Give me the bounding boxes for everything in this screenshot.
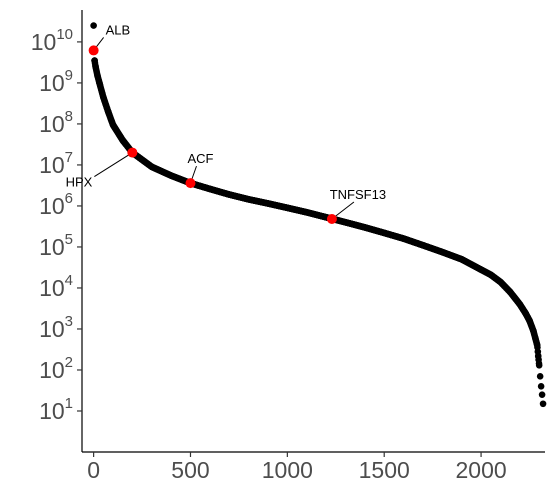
- highlight-point-tnfsf13: [326, 214, 337, 225]
- highlight-layer: ALB HPX ACF TNFSF13: [66, 22, 386, 225]
- data-point: [90, 22, 97, 29]
- highlight-point-alb: [88, 45, 99, 56]
- y-tick-label: 106: [39, 190, 73, 219]
- highlight-point-acf: [185, 178, 196, 189]
- highlight-point-hpx: [127, 147, 138, 158]
- data-point: [536, 373, 544, 380]
- x-tick-label: 1500: [359, 457, 410, 478]
- y-tick-label: 109: [39, 67, 73, 96]
- data-point: [539, 400, 547, 408]
- data-point: [538, 391, 546, 398]
- annotation-label-alb: ALB: [106, 22, 131, 37]
- annotation-leader-line: [94, 152, 133, 178]
- axes: [81, 10, 545, 453]
- x-tick-label: 500: [171, 457, 209, 478]
- y-tick-label: 105: [39, 231, 73, 260]
- x-axis-ticks: 0 500 1000 1500 2000: [87, 452, 507, 478]
- annotation-label-tnfsf13: TNFSF13: [330, 187, 386, 202]
- y-axis-ticks: 101 102 103 104 105 106 107 108 109 1010: [31, 26, 82, 424]
- annotation-label-hpx: HPX: [66, 175, 93, 190]
- data-points: [90, 22, 547, 408]
- x-tick-label: 2000: [455, 457, 506, 478]
- x-tick-label: 0: [87, 457, 100, 478]
- y-tick-label: 104: [39, 272, 73, 301]
- y-tick-label: 102: [39, 354, 73, 383]
- x-tick-label: 1000: [262, 457, 313, 478]
- y-tick-label: 108: [39, 108, 73, 137]
- y-tick-label: 103: [39, 313, 73, 342]
- data-point: [537, 383, 545, 390]
- y-tick-label: 1010: [31, 26, 73, 55]
- annotation-label-acf: ACF: [187, 151, 213, 166]
- data-point: [535, 360, 543, 367]
- y-tick-label: 107: [39, 149, 73, 178]
- y-tick-label: 101: [39, 395, 73, 424]
